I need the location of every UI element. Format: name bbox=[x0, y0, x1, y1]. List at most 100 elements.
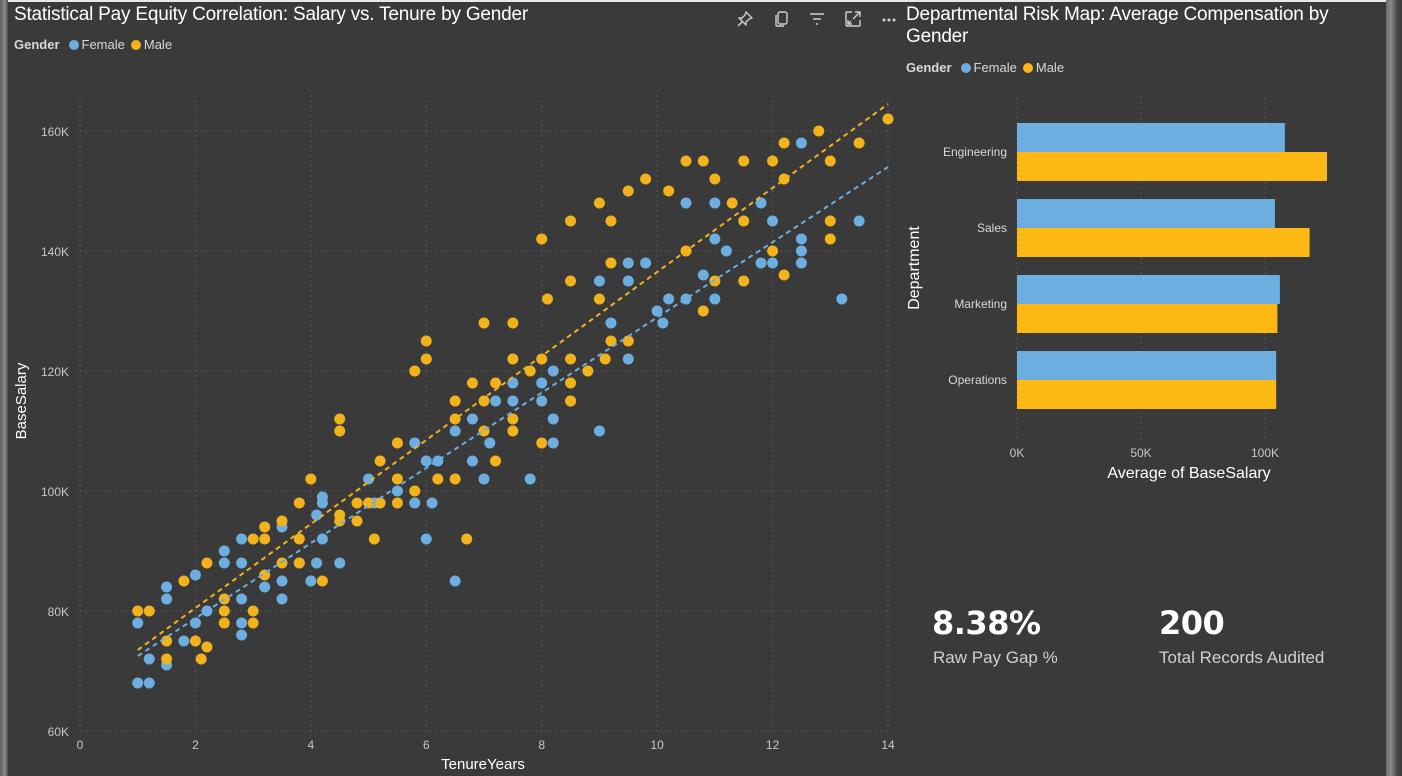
window-right-scrollbar[interactable] bbox=[1386, 0, 1402, 776]
scatter-point-male[interactable] bbox=[161, 635, 173, 647]
scatter-point-male[interactable] bbox=[374, 455, 386, 467]
scatter-point-female[interactable] bbox=[709, 293, 721, 305]
scatter-point-male[interactable] bbox=[247, 533, 259, 545]
scatter-point-female[interactable] bbox=[547, 365, 559, 377]
scatter-point-male[interactable] bbox=[767, 245, 779, 257]
scatter-point-female[interactable] bbox=[547, 413, 559, 425]
scatter-point-male[interactable] bbox=[507, 353, 519, 365]
scatter-point-female[interactable] bbox=[132, 677, 144, 689]
scatter-point-female[interactable] bbox=[507, 377, 519, 389]
bar-marketing-male[interactable] bbox=[1017, 304, 1278, 333]
scatter-point-male[interactable] bbox=[490, 377, 502, 389]
scatter-legend-female[interactable]: Female bbox=[68, 37, 125, 52]
scatter-point-female[interactable] bbox=[276, 575, 288, 587]
scatter-point-male[interactable] bbox=[565, 275, 577, 287]
scatter-point-male[interactable] bbox=[582, 365, 594, 377]
scatter-point-female[interactable] bbox=[316, 491, 328, 503]
scatter-point-male[interactable] bbox=[738, 275, 750, 287]
scatter-point-male[interactable] bbox=[420, 335, 432, 347]
scatter-point-male[interactable] bbox=[536, 437, 548, 449]
scatter-point-female[interactable] bbox=[218, 545, 230, 557]
scatter-point-male[interactable] bbox=[853, 137, 865, 149]
copy-visual-button[interactable] bbox=[770, 8, 792, 30]
scatter-point-male[interactable] bbox=[391, 473, 403, 485]
scatter-point-female[interactable] bbox=[524, 473, 536, 485]
scatter-point-female[interactable] bbox=[853, 215, 865, 227]
scatter-point-female[interactable] bbox=[484, 437, 496, 449]
scatter-point-female[interactable] bbox=[311, 509, 323, 521]
scatter-point-male[interactable] bbox=[507, 413, 519, 425]
scatter-point-male[interactable] bbox=[524, 365, 536, 377]
scatter-point-male[interactable] bbox=[605, 335, 617, 347]
scatter-point-female[interactable] bbox=[334, 557, 346, 569]
scatter-point-female[interactable] bbox=[622, 257, 634, 269]
scatter-point-male[interactable] bbox=[391, 497, 403, 509]
scatter-point-male[interactable] bbox=[259, 521, 271, 533]
scatter-point-female[interactable] bbox=[449, 425, 461, 437]
scatter-point-male[interactable] bbox=[824, 155, 836, 167]
bar-legend-male[interactable]: Male bbox=[1022, 60, 1064, 75]
scatter-point-female[interactable] bbox=[236, 629, 248, 641]
scatter-point-female[interactable] bbox=[449, 575, 461, 587]
scatter-point-male[interactable] bbox=[778, 137, 790, 149]
scatter-point-female[interactable] bbox=[697, 269, 709, 281]
scatter-point-female[interactable] bbox=[466, 455, 478, 467]
scatter-point-male[interactable] bbox=[599, 353, 611, 365]
scatter-point-male[interactable] bbox=[605, 257, 617, 269]
scatter-point-female[interactable] bbox=[507, 395, 519, 407]
scatter-point-male[interactable] bbox=[178, 575, 190, 587]
scatter-point-male[interactable] bbox=[195, 653, 207, 665]
scatter-point-male[interactable] bbox=[409, 365, 421, 377]
scatter-point-female[interactable] bbox=[536, 377, 548, 389]
pin-visual-button[interactable] bbox=[734, 8, 756, 30]
scatter-point-male[interactable] bbox=[680, 155, 692, 167]
bar-operations-male[interactable] bbox=[1017, 380, 1277, 409]
bar-engineering-female[interactable] bbox=[1017, 123, 1285, 152]
scatter-point-male[interactable] bbox=[593, 197, 605, 209]
scatter-point-male[interactable] bbox=[507, 317, 519, 329]
scatter-point-female[interactable] bbox=[236, 617, 248, 629]
scatter-point-female[interactable] bbox=[276, 593, 288, 605]
more-options-button[interactable] bbox=[878, 8, 900, 30]
scatter-point-male[interactable] bbox=[293, 497, 305, 509]
scatter-point-male[interactable] bbox=[161, 653, 173, 665]
scatter-point-female[interactable] bbox=[311, 557, 323, 569]
bar-legend-female[interactable]: Female bbox=[960, 60, 1017, 75]
scatter-point-male[interactable] bbox=[565, 395, 577, 407]
scatter-point-male[interactable] bbox=[536, 353, 548, 365]
scatter-point-male[interactable] bbox=[218, 605, 230, 617]
scatter-point-male[interactable] bbox=[432, 473, 444, 485]
scatter-point-male[interactable] bbox=[449, 473, 461, 485]
scatter-point-female[interactable] bbox=[161, 593, 173, 605]
scatter-point-male[interactable] bbox=[466, 377, 478, 389]
scatter-point-male[interactable] bbox=[334, 515, 346, 527]
scatter-point-female[interactable] bbox=[132, 617, 144, 629]
scatter-point-male[interactable] bbox=[247, 605, 259, 617]
scatter-point-female[interactable] bbox=[657, 317, 669, 329]
scatter-point-male[interactable] bbox=[738, 215, 750, 227]
scatter-point-male[interactable] bbox=[201, 557, 213, 569]
scatter-point-female[interactable] bbox=[605, 317, 617, 329]
focus-mode-button[interactable] bbox=[842, 8, 864, 30]
scatter-point-female[interactable] bbox=[795, 137, 807, 149]
scatter-point-male[interactable] bbox=[593, 293, 605, 305]
scatter-point-male[interactable] bbox=[247, 617, 259, 629]
scatter-point-female[interactable] bbox=[478, 473, 490, 485]
bar-sales-male[interactable] bbox=[1017, 228, 1310, 257]
scatter-point-female[interactable] bbox=[409, 497, 421, 509]
scatter-point-male[interactable] bbox=[778, 269, 790, 281]
scatter-point-male[interactable] bbox=[622, 185, 634, 197]
scatter-point-female[interactable] bbox=[622, 353, 634, 365]
scatter-point-female[interactable] bbox=[795, 257, 807, 269]
scatter-point-female[interactable] bbox=[178, 635, 190, 647]
scatter-point-male[interactable] bbox=[391, 437, 403, 449]
scatter-point-female[interactable] bbox=[640, 257, 652, 269]
scatter-point-male[interactable] bbox=[143, 605, 155, 617]
scatter-point-female[interactable] bbox=[420, 533, 432, 545]
scatter-point-male[interactable] bbox=[363, 497, 375, 509]
scatter-point-male[interactable] bbox=[368, 533, 380, 545]
scatter-point-female[interactable] bbox=[420, 455, 432, 467]
scatter-point-male[interactable] bbox=[334, 425, 346, 437]
scatter-point-male[interactable] bbox=[374, 497, 386, 509]
scatter-point-male[interactable] bbox=[507, 425, 519, 437]
